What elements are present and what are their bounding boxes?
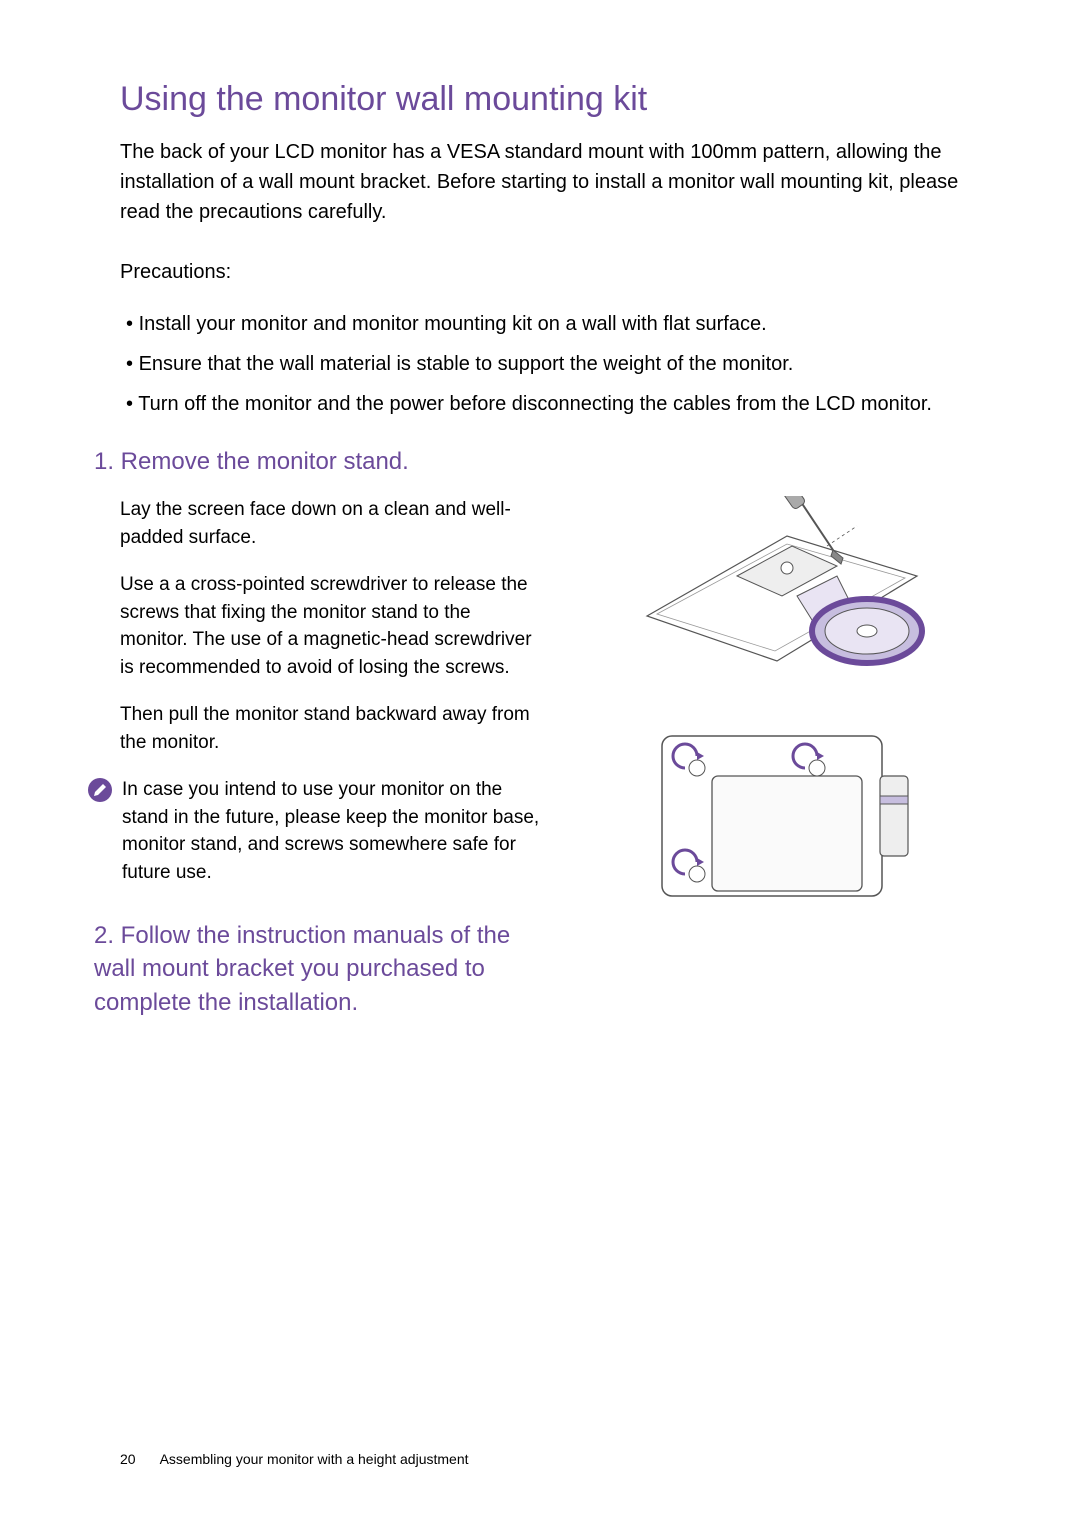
page-footer: 20 Assembling your monitor with a height…	[120, 1451, 469, 1467]
page-title: Using the monitor wall mounting kit	[120, 80, 1000, 119]
step1-text: Lay the screen face down on a clean and …	[120, 496, 540, 1019]
manual-page: Using the monitor wall mounting kit The …	[0, 0, 1080, 1527]
step1-heading: 1. Remove the monitor stand.	[94, 448, 1000, 476]
pencil-icon	[88, 778, 112, 802]
figures-column	[564, 496, 1000, 916]
step1-p2: Use a a cross-pointed screwdriver to rel…	[120, 571, 540, 681]
precautions-label: Precautions:	[120, 261, 1000, 284]
step2-heading: 2. Follow the instruction manuals of the…	[94, 919, 540, 1020]
precaution-item: Turn off the monitor and the power befor…	[126, 390, 1000, 418]
precautions-list: Install your monitor and monitor mountin…	[126, 310, 1000, 418]
precaution-item: Install your monitor and monitor mountin…	[126, 310, 1000, 338]
step1-p3: Then pull the monitor stand backward awa…	[120, 701, 540, 756]
figure-screws	[652, 726, 912, 916]
intro-paragraph: The back of your LCD monitor has a VESA …	[120, 137, 1000, 227]
step1-p1: Lay the screen face down on a clean and …	[120, 496, 540, 551]
footer-section-title: Assembling your monitor with a height ad…	[160, 1451, 469, 1467]
step1-block: Lay the screen face down on a clean and …	[120, 496, 1000, 1019]
footer-page-number: 20	[120, 1451, 136, 1467]
figure-remove-stand	[627, 496, 937, 706]
step1-note: In case you intend to use your monitor o…	[122, 776, 540, 886]
note-row: In case you intend to use your monitor o…	[88, 776, 540, 906]
precaution-item: Ensure that the wall material is stable …	[126, 350, 1000, 378]
